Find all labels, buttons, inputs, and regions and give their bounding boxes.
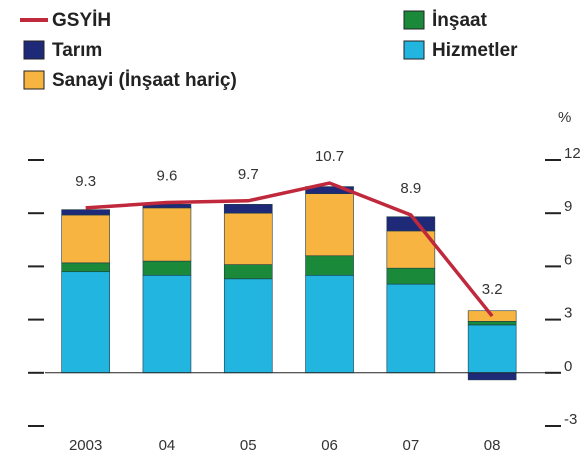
y-tick-label: 12 bbox=[564, 145, 581, 162]
bar-segment bbox=[61, 271, 110, 374]
bar-segment bbox=[305, 193, 354, 257]
bar-segment bbox=[223, 264, 273, 280]
x-tick-label: 2003 bbox=[69, 437, 102, 454]
y-tick-label: 6 bbox=[564, 251, 572, 268]
bar-segment bbox=[223, 204, 273, 214]
bar-segment bbox=[386, 216, 436, 232]
bar-segment bbox=[61, 214, 110, 264]
data-label: 9.6 bbox=[157, 168, 178, 185]
legend-label: GSYİH bbox=[52, 10, 111, 31]
bar-segment bbox=[61, 209, 110, 216]
bar-segment bbox=[305, 186, 354, 194]
bar-segment bbox=[223, 212, 273, 265]
unit-label: % bbox=[558, 109, 571, 126]
legend-label: Hizmetler bbox=[432, 40, 518, 61]
y-tick-label: -3 bbox=[564, 411, 577, 428]
bar-segment bbox=[305, 274, 354, 374]
bar-segment bbox=[142, 274, 192, 374]
legend-swatch bbox=[403, 40, 425, 60]
bar-segment bbox=[305, 255, 354, 276]
data-label: 3.2 bbox=[482, 281, 503, 298]
x-tick-label: 05 bbox=[240, 437, 257, 454]
bar-segment bbox=[142, 260, 192, 276]
legend-swatch bbox=[23, 70, 45, 90]
legend-swatch bbox=[403, 10, 425, 30]
legend-label: Tarım bbox=[52, 40, 102, 61]
bar-segment bbox=[142, 207, 192, 262]
legend-swatch bbox=[23, 40, 45, 60]
data-label: 10.7 bbox=[315, 148, 344, 165]
x-tick-label: 04 bbox=[159, 437, 176, 454]
bar-segment bbox=[386, 283, 436, 374]
x-tick-label: 08 bbox=[484, 437, 501, 454]
x-tick-label: 07 bbox=[403, 437, 420, 454]
bar-segment bbox=[61, 262, 110, 273]
data-label: 9.7 bbox=[238, 166, 259, 183]
y-tick-label: 3 bbox=[564, 305, 572, 322]
bar-segment bbox=[467, 372, 517, 381]
y-tick-label: 9 bbox=[564, 198, 572, 215]
bar-segment bbox=[142, 204, 192, 209]
bar-segment bbox=[467, 324, 517, 374]
bar-segment bbox=[386, 267, 436, 285]
bar-segment bbox=[467, 310, 517, 322]
data-label: 8.9 bbox=[400, 180, 421, 197]
y-tick-label: 0 bbox=[564, 358, 572, 375]
bar-segment bbox=[223, 278, 273, 374]
bar-segment bbox=[467, 321, 517, 326]
data-label: 9.3 bbox=[75, 173, 96, 190]
legend-label: İnşaat bbox=[432, 10, 488, 31]
legend-label: Sanayi (İnşaat hariç) bbox=[52, 70, 237, 91]
x-tick-label: 06 bbox=[321, 437, 338, 454]
line-series bbox=[85, 181, 494, 318]
